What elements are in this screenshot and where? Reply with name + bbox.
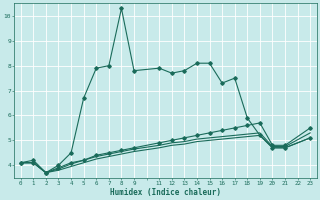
X-axis label: Humidex (Indice chaleur): Humidex (Indice chaleur) [110, 188, 221, 197]
